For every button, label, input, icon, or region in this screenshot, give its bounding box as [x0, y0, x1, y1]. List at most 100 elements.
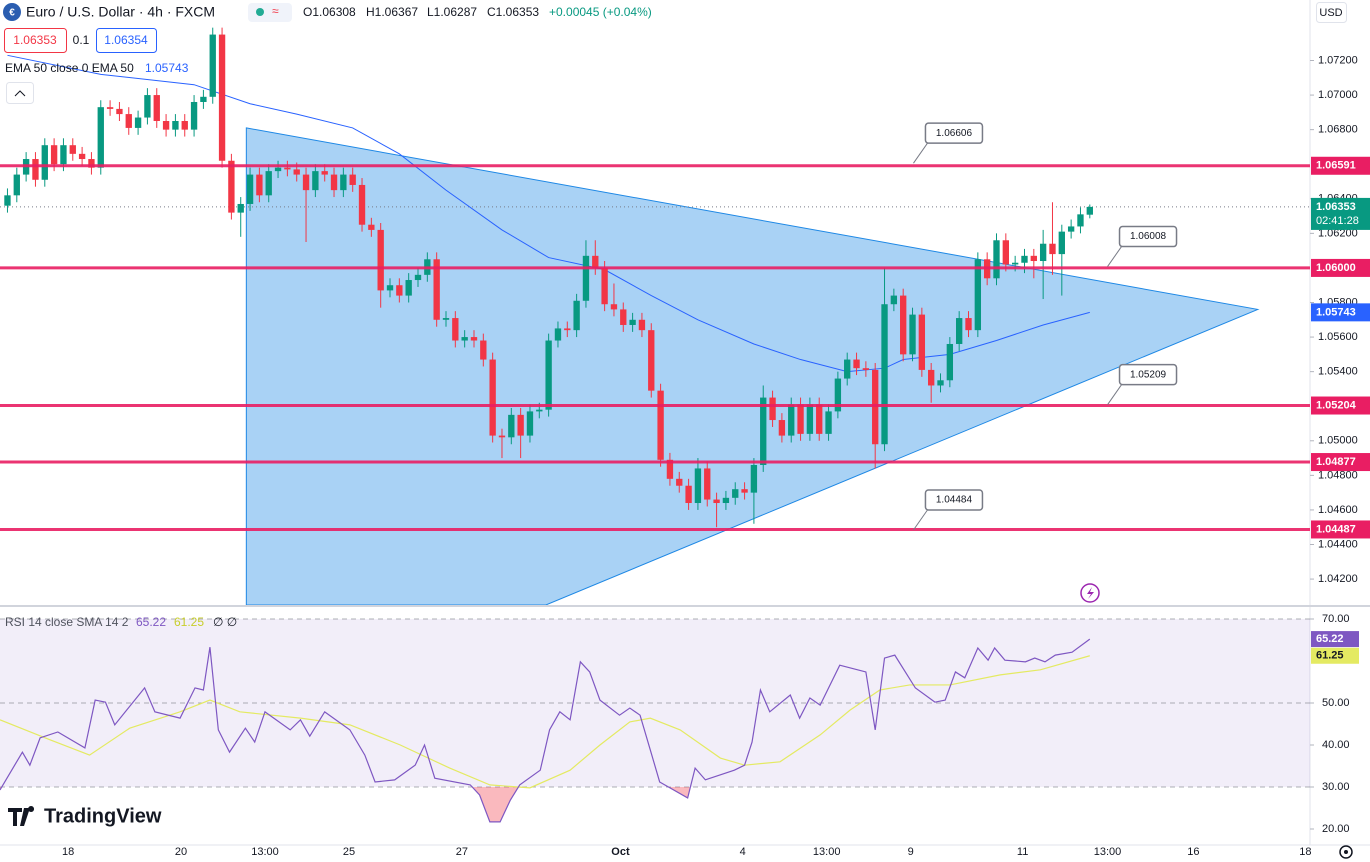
- candle-body: [582, 255, 590, 301]
- y-tick-label: 40.00: [1322, 739, 1350, 751]
- level-price-label-bg: [1311, 156, 1370, 175]
- sell-price: 1.06353: [13, 33, 57, 47]
- y-tick-label: 70.00: [1322, 613, 1350, 625]
- indicator-label[interactable]: EMA 50 close 0 EMA 50: [5, 61, 134, 75]
- candle-body: [4, 195, 11, 206]
- candle-body: [517, 414, 524, 436]
- y-tick-label: 1.07200: [1318, 54, 1358, 66]
- currency: USD: [1319, 7, 1342, 19]
- callout-box: [1118, 225, 1178, 248]
- candle-body: [1086, 206, 1093, 215]
- candle-body: [60, 145, 67, 165]
- candle-body: [1058, 231, 1065, 255]
- rsi-value-label: 65.22: [1316, 633, 1344, 645]
- callout-label: 1.05209: [1130, 369, 1167, 380]
- candle-body: [825, 411, 832, 434]
- alert-bolt: [1087, 587, 1094, 599]
- candle-body: [928, 369, 935, 386]
- candle-body: [1030, 255, 1037, 262]
- candle-body: [78, 153, 86, 160]
- candle-body: [601, 267, 608, 305]
- candle-body: [890, 295, 898, 305]
- candle-body: [918, 314, 926, 370]
- candle-body: [218, 34, 226, 161]
- rsi-value-label: 61.25: [1316, 650, 1344, 662]
- x-tick-label: 18: [1299, 846, 1311, 858]
- x-tick-label: 27: [456, 846, 468, 858]
- candle-body: [172, 121, 179, 130]
- candle-body: [153, 95, 160, 121]
- candle-body: [330, 174, 338, 191]
- symbol-icon-glyph: €: [9, 8, 15, 19]
- currency-button[interactable]: [1316, 2, 1347, 23]
- candle-body: [358, 184, 366, 225]
- callout-label: 1.06606: [936, 128, 973, 139]
- y-tick-label: 1.07000: [1318, 89, 1358, 101]
- candle-body: [433, 259, 440, 320]
- y-tick-label: 1.06200: [1318, 227, 1358, 239]
- candle-body: [1021, 255, 1028, 263]
- level-price-label-bg: [1311, 453, 1370, 472]
- triangle-pattern: [245, 127, 1260, 605]
- candle-body: [536, 409, 543, 412]
- rsi-value-label-bg: [1311, 631, 1359, 648]
- y-tick-label: 20.00: [1322, 823, 1350, 835]
- candle-body: [620, 309, 627, 325]
- candle-body: [816, 404, 823, 434]
- symbol-icon[interactable]: [3, 3, 21, 21]
- candle-body: [704, 468, 711, 500]
- collapse-button[interactable]: [6, 82, 34, 104]
- buy-button[interactable]: [96, 28, 157, 53]
- market-open-dot: [256, 8, 264, 16]
- candle-body: [685, 485, 692, 504]
- y-tick-label: 1.05600: [1318, 331, 1358, 343]
- countdown: 02:41:28: [1316, 215, 1359, 227]
- candle-body: [1039, 243, 1047, 262]
- callout-pointer: [913, 509, 928, 531]
- rsi-label[interactable]: RSI 14 close SMA 14 2: [5, 615, 129, 629]
- candle-body: [246, 174, 254, 204]
- candle-body: [872, 369, 879, 445]
- candle-body: [666, 459, 674, 479]
- rsi-value-label-bg: [1311, 647, 1359, 664]
- level-price-label: 1.06000: [1316, 262, 1356, 274]
- rsi-sma-line: [0, 655, 1090, 789]
- candle-body: [741, 489, 748, 493]
- candle-body: [181, 121, 188, 130]
- indicator-value: 1.05743: [145, 61, 189, 75]
- level-price-label-bg: [1311, 520, 1370, 539]
- candle-body: [638, 319, 646, 331]
- candle-body: [1067, 226, 1075, 232]
- candle-body: [1077, 214, 1084, 227]
- ohlc-high: H1.06367: [366, 5, 418, 19]
- last-price-label-bg: [1311, 197, 1370, 230]
- candle-body: [657, 390, 664, 460]
- candle-body: [946, 343, 954, 381]
- candle-body: [750, 464, 758, 493]
- x-tick-label: 18: [62, 846, 74, 858]
- candle-body: [256, 174, 263, 196]
- sell-button[interactable]: [4, 28, 67, 53]
- callout-label: 1.04484: [936, 495, 973, 506]
- main-pane: 1.06606 1.06008 1.05209 1.04484: [0, 27, 1310, 605]
- y-tick-label: 50.00: [1322, 697, 1350, 709]
- candle-body: [956, 318, 963, 344]
- settings-icon[interactable]: [1339, 845, 1353, 859]
- candle-body: [302, 174, 310, 191]
- x-tick-label: 9: [908, 846, 914, 858]
- brand-name[interactable]: TradingView: [44, 805, 162, 827]
- candle-body: [368, 224, 375, 230]
- status-badge[interactable]: [248, 3, 292, 22]
- candle-body: [414, 274, 422, 281]
- level-price-label: 1.05204: [1316, 399, 1357, 411]
- candle-body: [797, 404, 804, 434]
- symbol-title[interactable]: Euro / U.S. Dollar · 4h · FXCM: [26, 4, 215, 20]
- y-tick-label: 1.04600: [1318, 504, 1358, 516]
- candle-body: [349, 174, 356, 185]
- candle-body: [489, 359, 496, 436]
- callout-pointer: [913, 142, 928, 164]
- candle-body: [778, 420, 786, 436]
- candle-body: [498, 435, 506, 438]
